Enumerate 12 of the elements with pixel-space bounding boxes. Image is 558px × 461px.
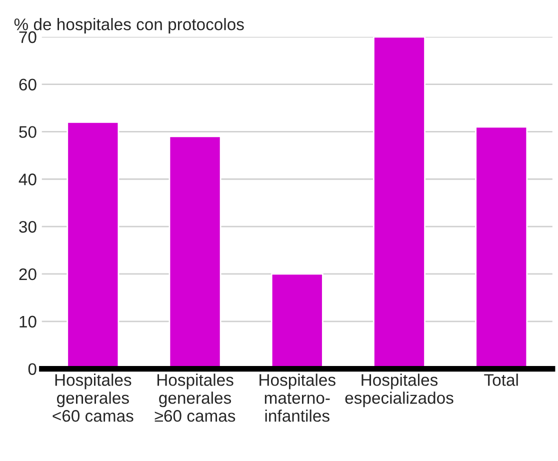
x-tick-label: Hospitales generales ≥60 camas bbox=[154, 374, 236, 422]
y-tick-label: 60 bbox=[19, 78, 36, 90]
x-tick-label: Hospitales materno- infantiles bbox=[260, 374, 336, 422]
y-tick-label: 0 bbox=[28, 363, 36, 376]
x-tick-label: Total bbox=[484, 374, 518, 386]
x-tick-label: Hospitales especializados bbox=[345, 374, 454, 408]
y-tick-label: 30 bbox=[19, 220, 36, 233]
y-tick-label: 40 bbox=[18, 174, 36, 186]
y-tick-label: 20 bbox=[19, 268, 36, 280]
y-tick-label: 10 bbox=[20, 316, 36, 328]
y-tick-label: 50 bbox=[19, 126, 36, 138]
x-tick-label: Hospitales generales <60 camas bbox=[52, 374, 134, 422]
